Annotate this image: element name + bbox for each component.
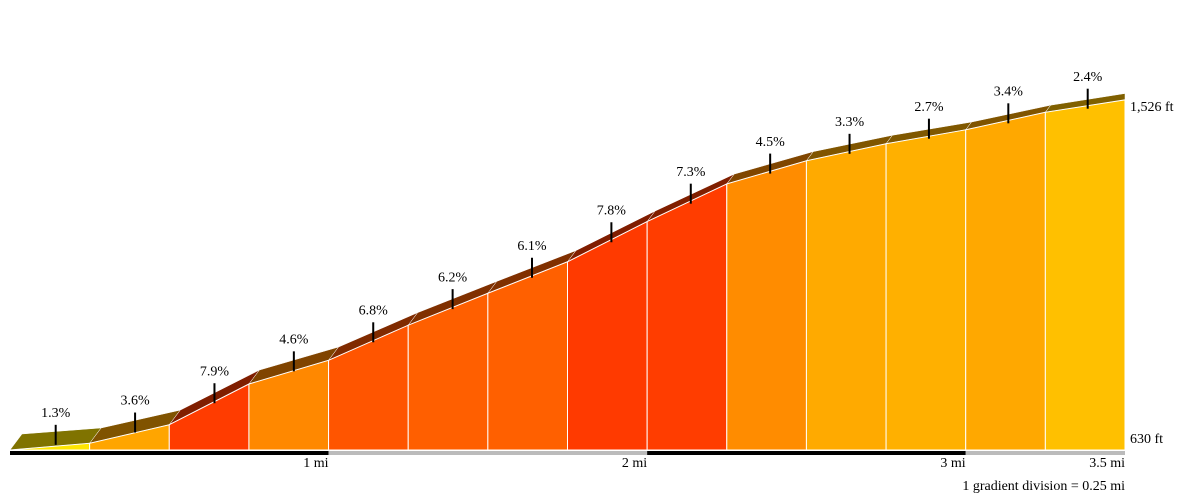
gradient-segment (726, 160, 807, 451)
gradient-label: 2.4% (1073, 70, 1103, 85)
gradient-label: 7.9% (200, 364, 230, 379)
gradient-segment (965, 111, 1046, 451)
gradient-label: 3.3% (835, 115, 865, 130)
gradient-label: 6.8% (359, 304, 389, 319)
gradient-segment (646, 183, 728, 451)
gradient-label: 3.4% (994, 85, 1024, 100)
y-tick-label: 630 ft (1130, 432, 1163, 447)
gradient-label: 7.8% (597, 203, 627, 218)
gradient-label: 2.7% (914, 100, 944, 115)
gradient-label: 4.6% (279, 333, 309, 348)
gradient-label: 1.3% (41, 406, 71, 421)
gradient-label: 6.2% (438, 270, 468, 285)
gradient-segment (1044, 99, 1126, 451)
gradient-segment (567, 220, 648, 451)
y-tick-label: 1,526 ft (1130, 100, 1174, 115)
gradient-segment (805, 143, 887, 451)
x-tick-label: 2 mi (622, 456, 647, 471)
gradient-segment (328, 324, 409, 451)
gradient-label: 4.5% (756, 135, 786, 150)
footnote: 1 gradient division = 0.25 mi (962, 479, 1125, 494)
gradient-segment (487, 261, 568, 451)
gradient-label: 3.6% (120, 394, 150, 409)
gradient-label: 6.1% (517, 239, 547, 254)
x-tick-label: 3.5 mi (1089, 456, 1125, 471)
x-tick-label: 3 mi (940, 456, 965, 471)
gradient-segment (885, 129, 967, 451)
x-tick-label: 1 mi (303, 456, 328, 471)
gradient-label: 7.3% (676, 165, 706, 180)
